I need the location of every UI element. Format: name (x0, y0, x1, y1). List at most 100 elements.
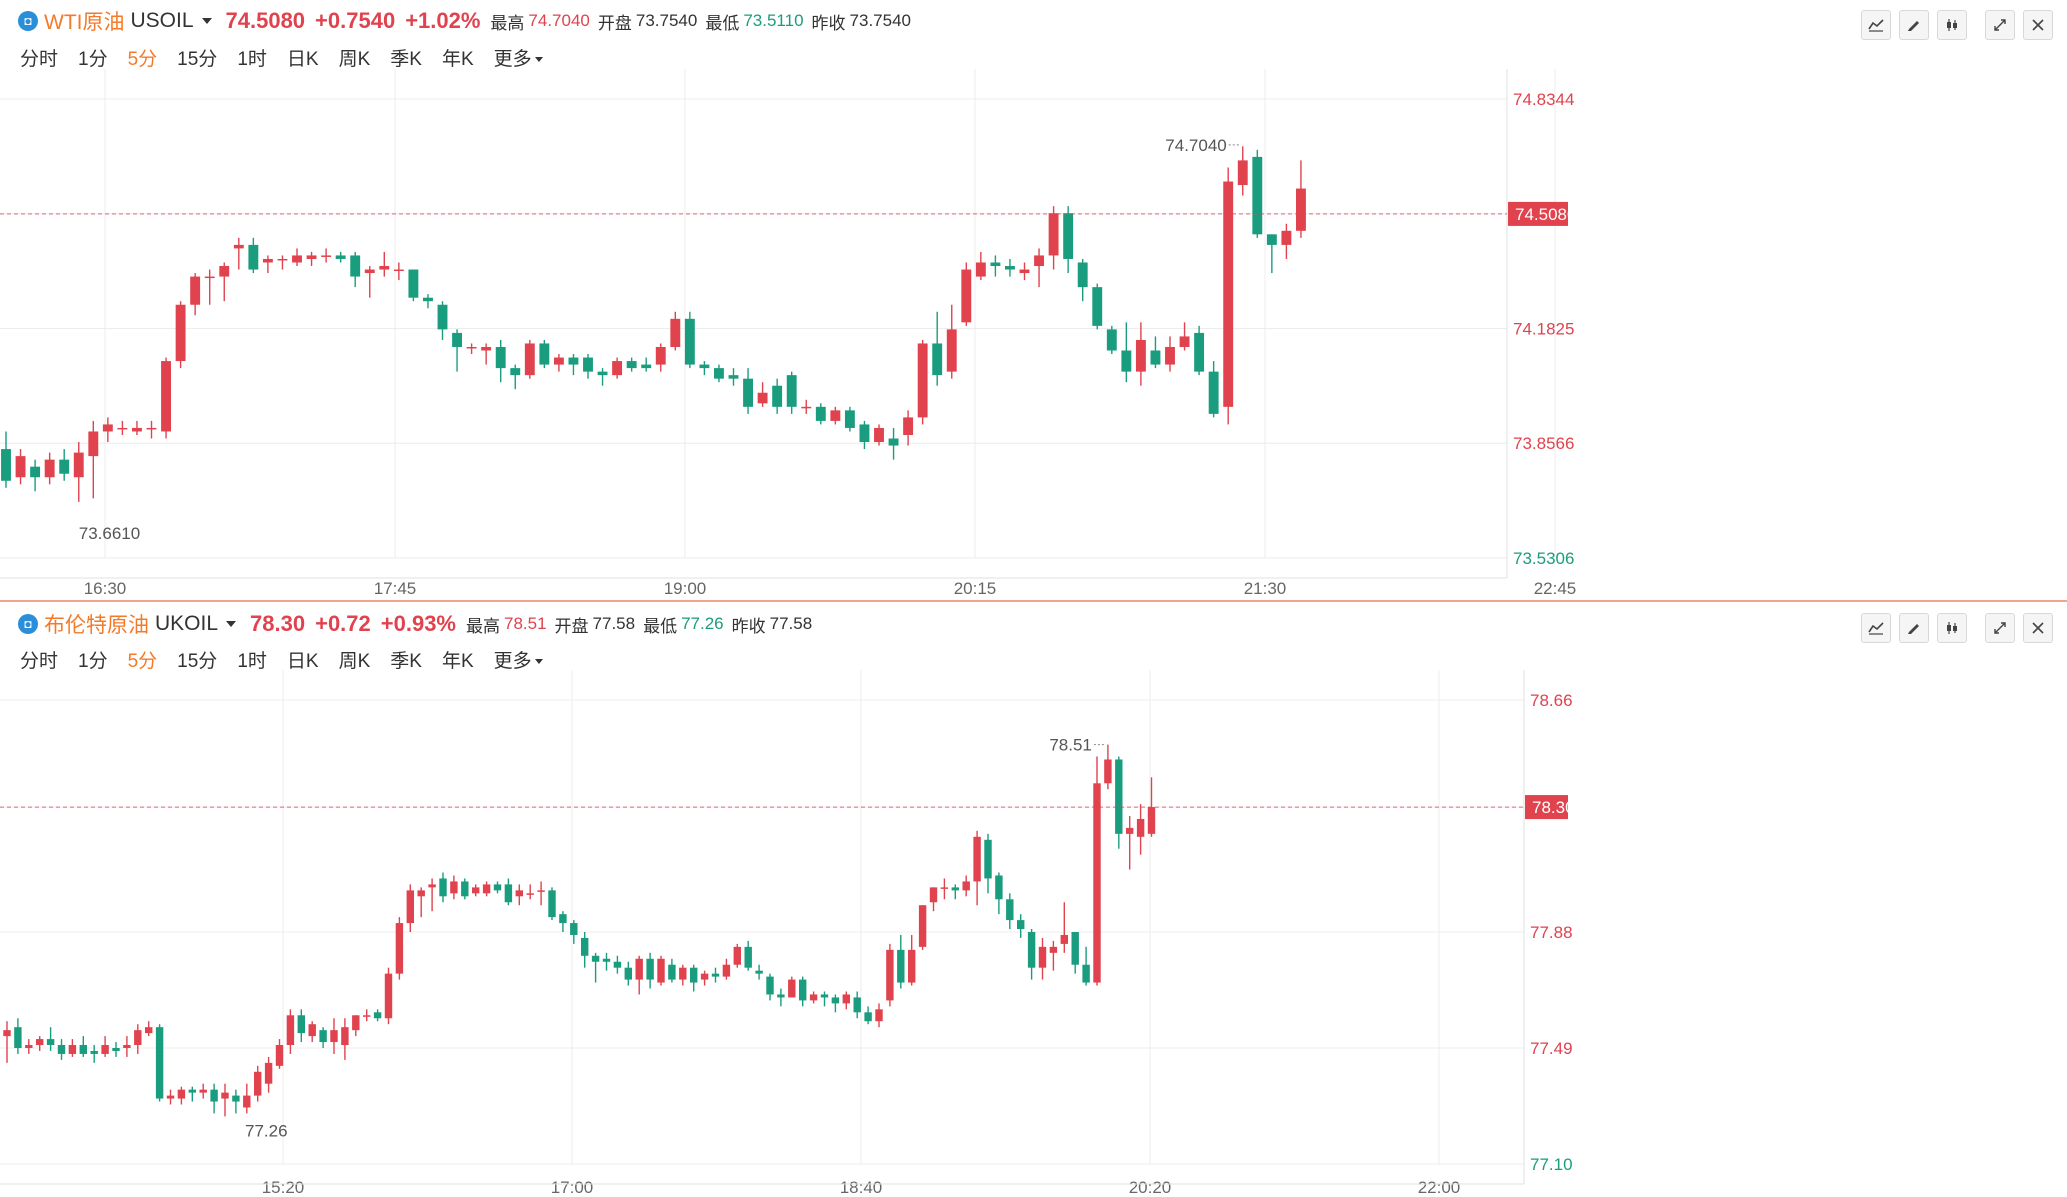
y-tick-label: 77.49 (1530, 1039, 1573, 1058)
wti-prev-value: 73.7540 (849, 11, 911, 30)
wti-low-value: 73.5110 (743, 11, 804, 30)
candle-body (553, 357, 564, 365)
candle-body (961, 269, 972, 323)
wti-high-value: 74.7040 (528, 11, 590, 30)
candle-body (452, 332, 462, 347)
tab-period-1min[interactable]: 1分 (78, 49, 108, 70)
tab-period-15min[interactable]: 15分 (177, 651, 218, 672)
panel-divider[interactable] (0, 600, 2067, 602)
brent-name[interactable]: 布伦特原油 (44, 614, 149, 637)
tab-period-5min[interactable]: 5分 (127, 49, 158, 70)
candle-body (1104, 759, 1112, 784)
expand-icon[interactable] (1985, 613, 2015, 643)
tab-period-week[interactable]: 周K (338, 49, 371, 70)
candle-body (1092, 287, 1103, 326)
candle-body (1048, 213, 1059, 256)
tab-period-year[interactable]: 年K (441, 651, 474, 672)
candle-body (559, 914, 567, 924)
chevron-down-icon[interactable] (201, 18, 212, 24)
candle-body (1019, 269, 1030, 274)
chevron-down-icon[interactable] (226, 621, 237, 627)
candle-body (548, 890, 556, 918)
candle-body (1060, 934, 1069, 944)
y-tick-label: 77.10 (1530, 1155, 1573, 1174)
candle-body (886, 949, 894, 1001)
candle-body (646, 958, 654, 980)
candle-body (35, 1039, 44, 1046)
candle-body (539, 343, 550, 365)
brent-high-label: 最高 (466, 616, 500, 636)
tab-period-day[interactable]: 日K (286, 651, 319, 672)
wti-open-label: 开盘 (597, 13, 632, 33)
candle-body (733, 946, 742, 965)
x-tick-label: 22:45 (1534, 579, 1577, 598)
candle-body (1115, 759, 1123, 834)
candle-body (408, 269, 419, 298)
candle-type-icon[interactable] (1937, 613, 1967, 643)
candle-body (44, 459, 55, 478)
wti-candlestick-chart[interactable]: 74.8344 74.1825 73.8566 73.5306 16:30 17:45 19… (0, 0, 2067, 600)
draw-icon[interactable] (1899, 613, 1929, 643)
candle-body (395, 923, 404, 974)
brent-price: 78.30 (250, 611, 306, 636)
candle-body (30, 466, 41, 478)
tab-period-quarter[interactable]: 季K (390, 651, 422, 672)
candle-body (428, 884, 436, 888)
tab-period-5min[interactable]: 5分 (127, 651, 158, 672)
brent-change: +0.72 (315, 611, 371, 636)
candle-body (815, 406, 826, 421)
candle-body (830, 410, 841, 421)
x-tick-label: 17:45 (374, 579, 417, 598)
wti-name[interactable]: WTI原油 (44, 11, 125, 34)
wti-symbol[interactable]: USOIL (130, 9, 194, 32)
candle-body (903, 417, 914, 435)
candle-body (233, 244, 244, 249)
candle-body (580, 937, 589, 956)
expand-icon[interactable] (1985, 10, 2015, 40)
candle-body (1005, 266, 1015, 270)
candle-body (423, 297, 433, 302)
candle-body (101, 1045, 109, 1054)
tab-period-year[interactable]: 年K (441, 49, 474, 70)
tab-period-1min[interactable]: 1分 (78, 651, 108, 672)
candle-body (373, 1012, 382, 1019)
tab-period-1h[interactable]: 1时 (237, 49, 267, 70)
candle-body (859, 424, 870, 443)
indicator-icon[interactable] (1861, 613, 1891, 643)
chevron-down-icon (534, 659, 543, 665)
candle-body (1121, 350, 1132, 372)
candle-body (1106, 329, 1117, 351)
brent-panel: ◘ 布伦特原油 UKOIL 78.30 +0.72 +0.93% 最高 78.5… (0, 603, 2067, 1197)
candle-body (526, 893, 534, 895)
candle-body (864, 1012, 872, 1022)
tab-period-1h[interactable]: 1时 (237, 651, 267, 672)
indicator-icon[interactable] (1861, 10, 1891, 40)
candle-body (112, 1048, 120, 1051)
tab-period-more[interactable]: 更多 (494, 44, 543, 71)
brent-candlestick-chart[interactable]: 78.66 77.88 77.49 77.10 15:20 17:00 18:40 20:20… (0, 603, 2067, 1197)
candle-body (210, 1089, 218, 1102)
tab-period-quarter[interactable]: 季K (390, 49, 422, 70)
candle-type-icon[interactable] (1937, 10, 1967, 40)
candle-body (875, 1009, 883, 1022)
tab-period-15min[interactable]: 15分 (177, 49, 218, 70)
candle-body (1077, 262, 1088, 288)
close-icon[interactable] (2023, 10, 2053, 40)
candle-body (232, 1095, 240, 1102)
candle-body (364, 269, 375, 274)
candle-body (292, 255, 302, 263)
tab-period-more[interactable]: 更多 (494, 646, 543, 673)
draw-icon[interactable] (1899, 10, 1929, 40)
brent-symbol[interactable]: UKOIL (155, 612, 219, 635)
candle-body (1082, 964, 1090, 983)
wti-period-tabs: 分时 1分 5分 15分 1时 日K 周K 季K 年K 更多 (20, 44, 563, 71)
close-icon[interactable] (2023, 613, 2053, 643)
tab-period-day[interactable]: 日K (286, 49, 319, 70)
more-label: 更多 (493, 49, 532, 70)
tab-period-fenshi[interactable]: 分时 (20, 49, 59, 70)
last-price-tag (1525, 795, 1568, 820)
tab-period-week[interactable]: 周K (338, 651, 371, 672)
tab-period-fenshi[interactable]: 分时 (20, 651, 59, 672)
candle-body (46, 1039, 55, 1046)
candle-body (341, 1027, 349, 1046)
